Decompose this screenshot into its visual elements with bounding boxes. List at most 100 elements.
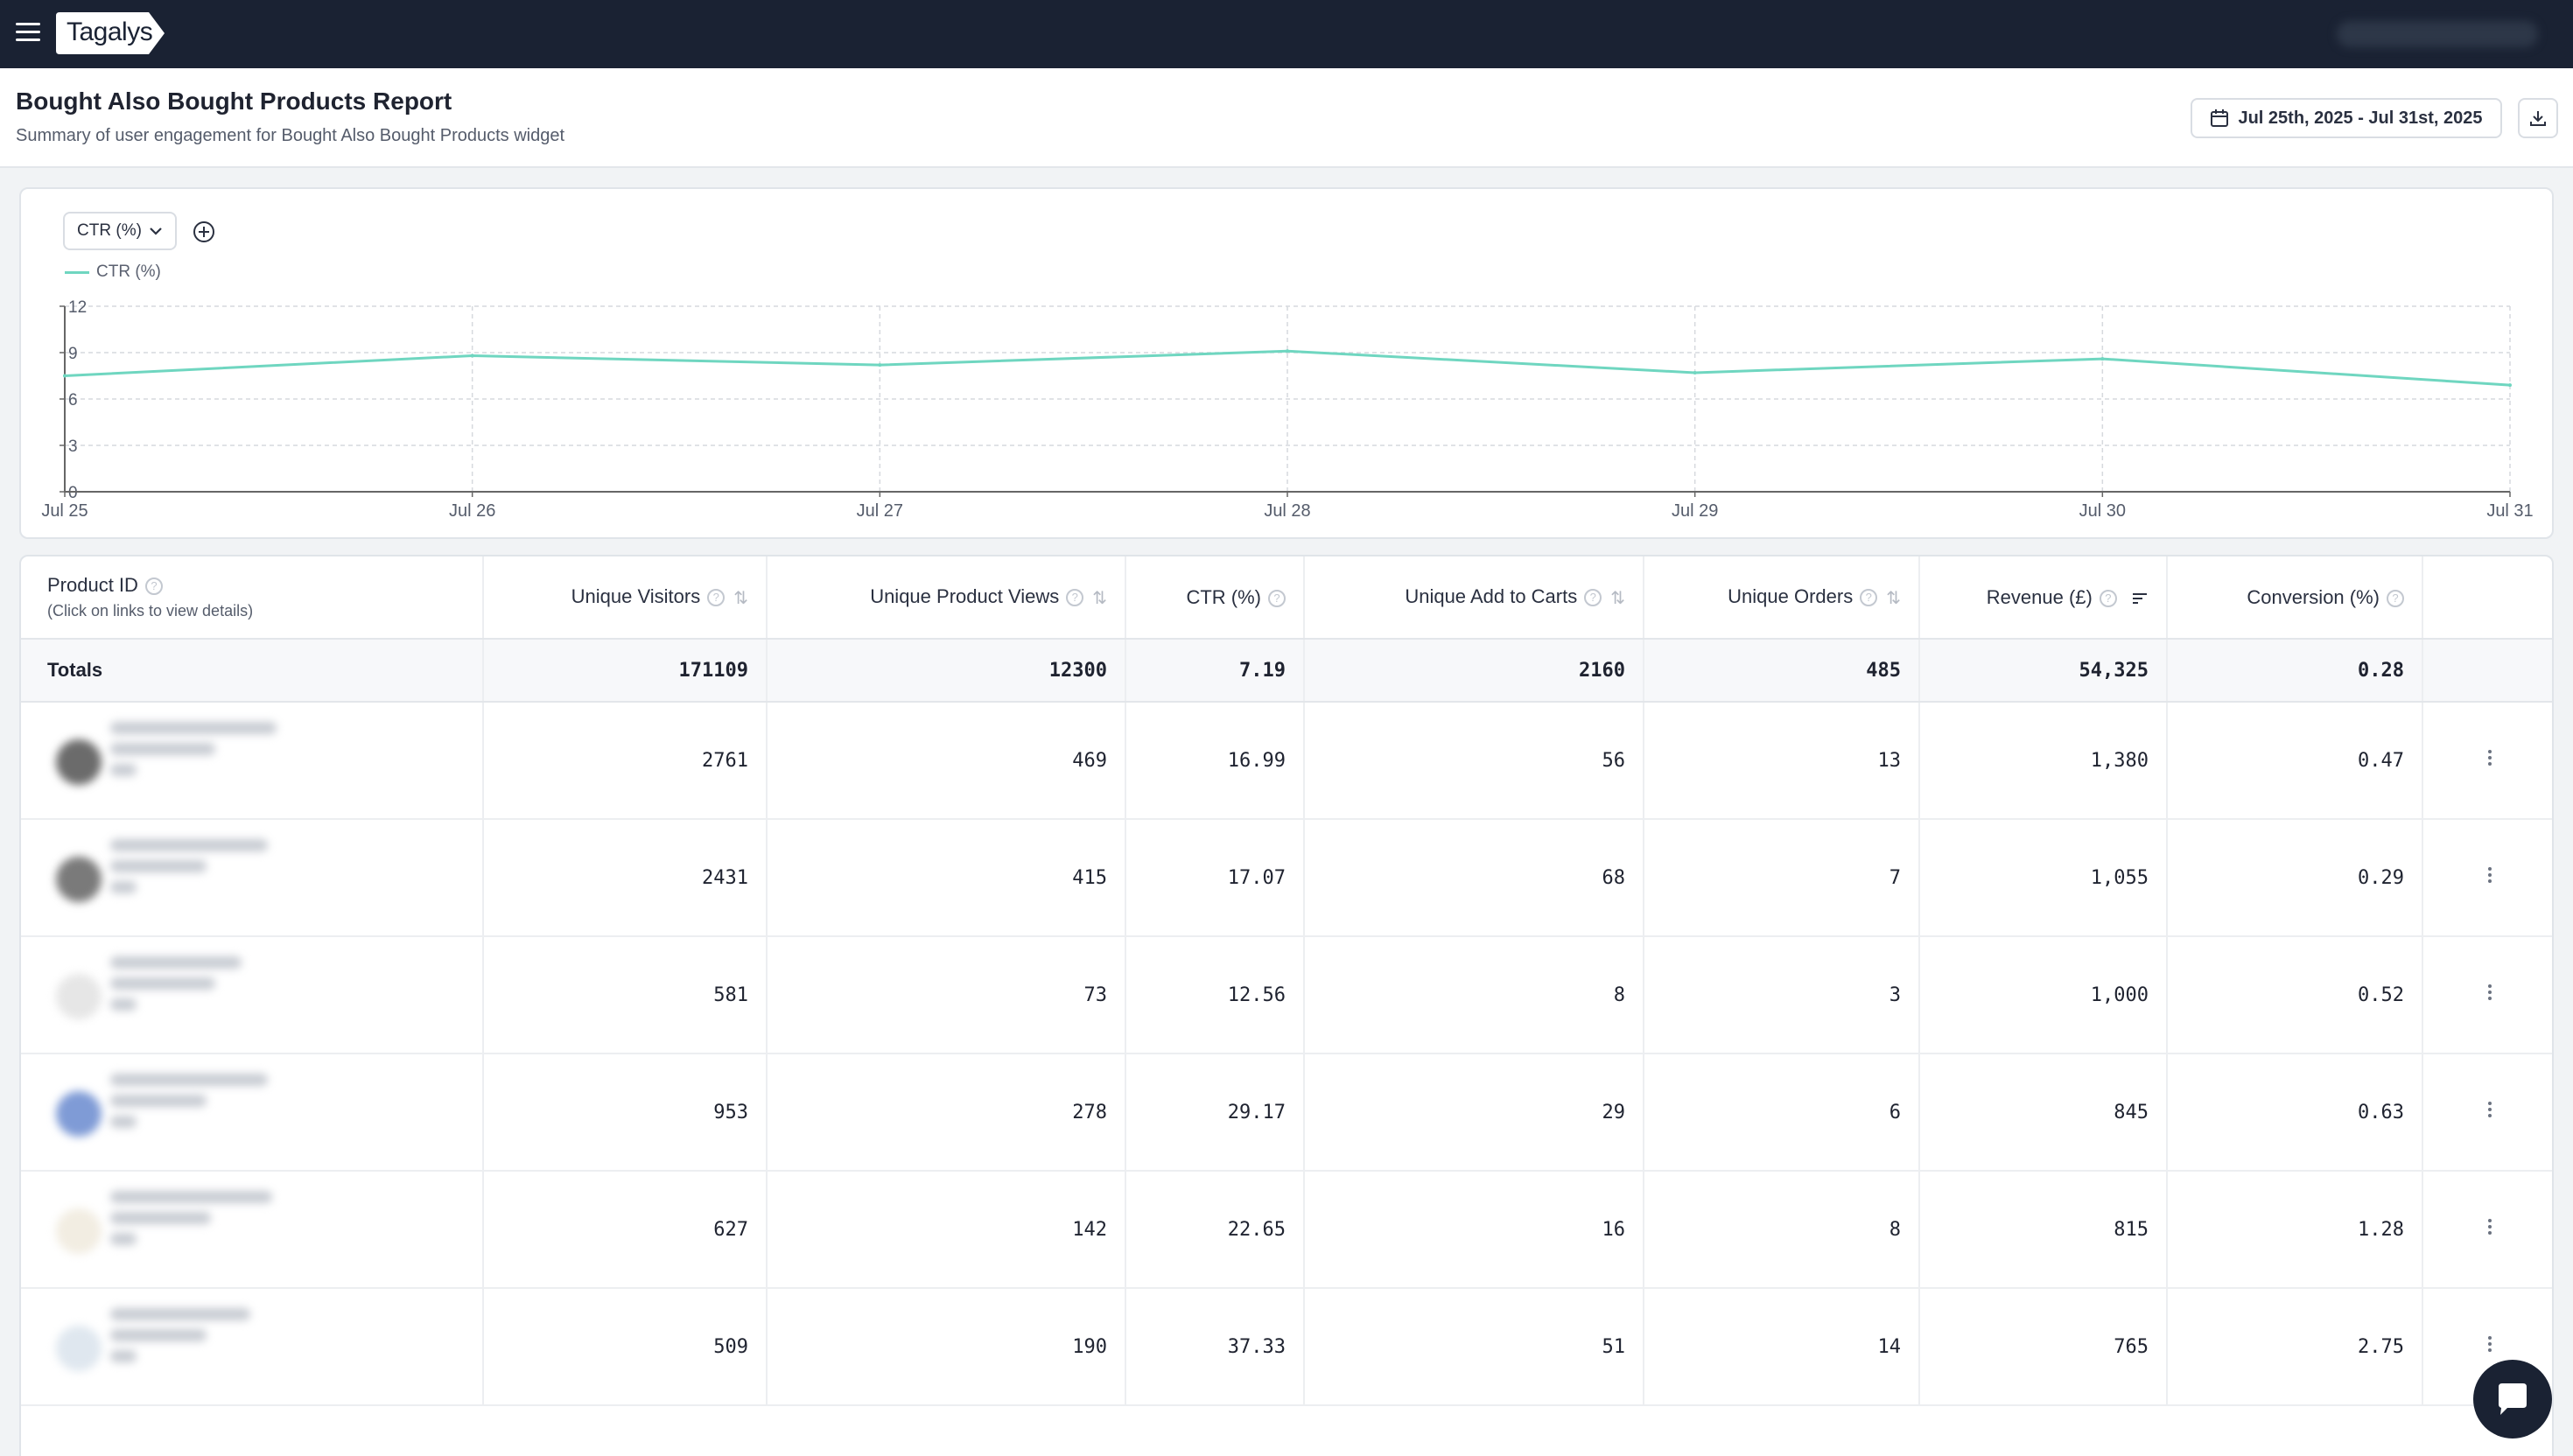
more-options-icon[interactable] — [2487, 1099, 2492, 1120]
col-ctr: CTR (%)? — [1125, 556, 1305, 640]
row-actions — [2422, 819, 2552, 937]
ctr-data-point — [1286, 349, 1289, 354]
cell-conversion: 2.75 — [2167, 1288, 2423, 1406]
ctr-data-point — [63, 374, 67, 378]
more-options-icon[interactable] — [2487, 1216, 2492, 1237]
col-unique-product-views[interactable]: Unique Product Views? ⇅ — [767, 556, 1126, 640]
help-icon[interactable]: ? — [2099, 589, 2117, 607]
user-account-menu[interactable] — [2337, 21, 2538, 47]
page-title: Bought Also Bought Products Report — [16, 88, 452, 115]
product-thumbnail — [56, 1326, 102, 1371]
cell-unique-product-views: 142 — [767, 1171, 1126, 1289]
totals-label: Totals — [21, 639, 484, 703]
cell-unique-add-to-carts: 29 — [1304, 1054, 1644, 1172]
download-icon — [2530, 111, 2546, 126]
product-text-redacted — [110, 722, 277, 734]
tagalys-logo[interactable]: Tagalys — [56, 12, 165, 54]
calendar-icon — [2211, 109, 2229, 127]
product-info-blurred[interactable] — [47, 1294, 465, 1399]
logo-text: Tagalys — [67, 18, 153, 46]
more-options-icon[interactable] — [2487, 747, 2492, 768]
col-label: Product ID — [47, 574, 138, 596]
row-actions — [2422, 936, 2552, 1054]
download-button[interactable] — [2518, 98, 2558, 138]
x-tick-label: Jul 28 — [1264, 501, 1310, 521]
help-icon[interactable]: ? — [1268, 589, 1286, 607]
total-conversion: 0.28 — [2167, 639, 2423, 703]
x-tick-label: Jul 25 — [41, 501, 88, 521]
help-icon[interactable]: ? — [2387, 589, 2404, 607]
menu-icon[interactable] — [16, 23, 40, 42]
product-thumbnail — [56, 739, 102, 785]
product-info-blurred[interactable] — [47, 1060, 465, 1165]
more-options-icon[interactable] — [2487, 864, 2492, 886]
total-unique-product-views: 12300 — [767, 639, 1126, 703]
product-info-blurred[interactable] — [47, 708, 465, 813]
product-info-blurred[interactable] — [47, 942, 465, 1047]
help-icon[interactable]: ? — [1066, 589, 1084, 607]
metric-select[interactable]: CTR (%) — [63, 212, 177, 250]
cell-revenue: 1,000 — [1919, 936, 2168, 1054]
product-cell[interactable] — [21, 936, 484, 1054]
product-cell[interactable] — [21, 702, 484, 820]
y-tick-label: 12 — [68, 298, 87, 317]
col-unique-add-to-carts[interactable]: Unique Add to Carts? ⇅ — [1304, 556, 1644, 640]
total-unique-orders: 485 — [1644, 639, 1920, 703]
help-icon[interactable]: ? — [707, 589, 726, 607]
totals-actions — [2422, 639, 2552, 703]
report-table-card: Product ID? (Click on links to view deta… — [19, 555, 2554, 1456]
sort-icon[interactable]: ⇅ — [733, 588, 748, 608]
ctr-data-point — [470, 354, 474, 358]
product-cell[interactable] — [21, 1171, 484, 1289]
report-table: Product ID? (Click on links to view deta… — [21, 556, 2552, 1406]
table-row: 2761 469 16.99 56 13 1,380 0.47 — [21, 702, 2552, 820]
sort-icon[interactable]: ⇅ — [1610, 588, 1625, 608]
chat-widget-button[interactable] — [2473, 1360, 2552, 1438]
col-label: Unique Product Views — [870, 585, 1060, 608]
col-label: CTR (%) — [1186, 585, 1261, 608]
x-tick-label: Jul 31 — [2486, 501, 2533, 521]
help-icon[interactable]: ? — [1584, 589, 1602, 607]
sort-icon[interactable]: ⇅ — [1092, 588, 1107, 608]
cell-unique-add-to-carts: 68 — [1304, 819, 1644, 937]
more-options-icon[interactable] — [2487, 982, 2492, 1003]
help-icon[interactable]: ? — [144, 578, 163, 596]
date-range-picker[interactable]: Jul 25th, 2025 - Jul 31st, 2025 — [2191, 98, 2502, 138]
table-row: 509 190 37.33 51 14 765 2.75 — [21, 1288, 2552, 1406]
chart-card: CTR (%) CTR (%) 0 3 6 9 12 Jul 25 Jul 26 Jul 27… — [19, 187, 2554, 539]
cell-revenue: 765 — [1919, 1288, 2168, 1406]
product-cell[interactable] — [21, 1288, 484, 1406]
row-actions — [2422, 702, 2552, 820]
col-actions — [2422, 556, 2552, 640]
add-metric-icon[interactable] — [189, 217, 219, 247]
cell-conversion: 1.28 — [2167, 1171, 2423, 1289]
product-info-blurred[interactable] — [47, 1177, 465, 1282]
product-text-redacted — [110, 1350, 137, 1362]
product-cell[interactable] — [21, 1054, 484, 1172]
page-subtitle: Summary of user engagement for Bought Al… — [16, 126, 565, 145]
help-icon[interactable]: ? — [1860, 589, 1878, 607]
cell-ctr: 37.33 — [1125, 1288, 1305, 1406]
col-conversion: Conversion (%)? — [2167, 556, 2423, 640]
cell-unique-visitors: 2431 — [483, 819, 768, 937]
product-text-redacted — [110, 1212, 211, 1224]
table-row: 627 142 22.65 16 8 815 1.28 — [21, 1171, 2552, 1289]
cell-unique-orders: 13 — [1644, 702, 1920, 820]
more-options-icon[interactable] — [2487, 1334, 2492, 1354]
product-text-redacted — [110, 881, 137, 893]
cell-unique-add-to-carts: 8 — [1304, 936, 1644, 1054]
product-text-redacted — [110, 977, 215, 990]
col-revenue[interactable]: Revenue (£)? — [1919, 556, 2168, 640]
col-label: Unique Visitors — [571, 585, 701, 608]
col-unique-visitors[interactable]: Unique Visitors? ⇅ — [483, 556, 768, 640]
product-cell[interactable] — [21, 819, 484, 937]
product-text-redacted — [110, 743, 215, 755]
sort-icon[interactable]: ⇅ — [1886, 588, 1901, 608]
y-tick-label: 9 — [68, 345, 78, 363]
col-unique-orders[interactable]: Unique Orders? ⇅ — [1644, 556, 1920, 640]
product-thumbnail — [56, 1208, 102, 1254]
sort-desc-icon[interactable] — [2131, 592, 2149, 606]
cell-unique-orders: 8 — [1644, 1171, 1920, 1289]
product-thumbnail — [56, 857, 102, 902]
product-info-blurred[interactable] — [47, 825, 465, 930]
